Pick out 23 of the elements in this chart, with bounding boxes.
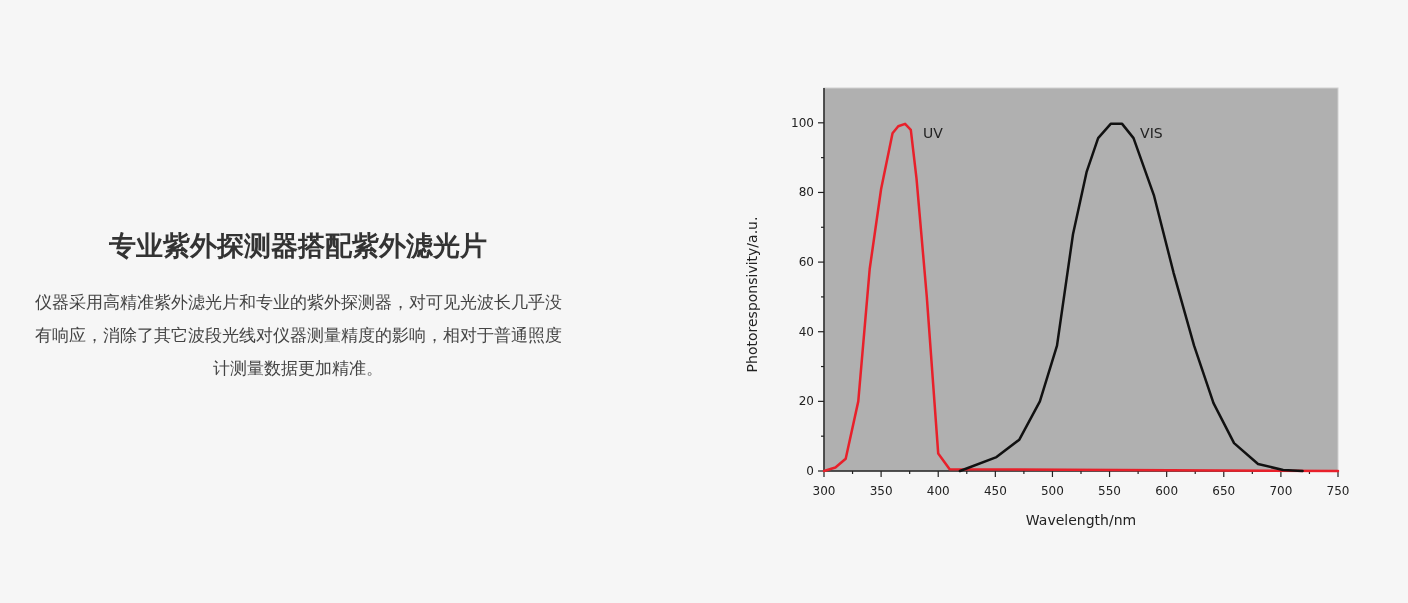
y-tick-label: 100: [791, 115, 814, 130]
x-axis-title: Wavelength/nm: [1025, 512, 1137, 528]
x-tick-label: 600: [1155, 484, 1179, 498]
x-tick-label: 700: [1269, 484, 1293, 498]
series-label: VIS: [1140, 124, 1163, 141]
x-tick-label: 450: [983, 484, 1007, 498]
x-tick-label: 750: [1326, 484, 1350, 498]
series-label: UV: [923, 124, 944, 141]
x-tick-label: 500: [1040, 484, 1064, 498]
x-tick-label: 650: [1212, 484, 1236, 498]
x-tick-label: 400: [926, 484, 950, 498]
line-series: [958, 122, 1304, 473]
x-tick-label: 300: [812, 484, 836, 498]
y-tick-label: 40: [798, 324, 814, 339]
y-tick-label: 80: [798, 185, 814, 200]
x-tick-label: 350: [869, 484, 893, 498]
y-tick-label: 20: [798, 394, 814, 409]
y-tick-label: 60: [798, 255, 814, 270]
x-tick-label: 550: [1098, 484, 1122, 498]
y-tick-label: 0: [806, 464, 814, 478]
text: 专业紫外探测器搭配紫外滤光片: [108, 229, 488, 263]
y-axis-title: Photoresponsivity/a.u.: [744, 216, 760, 373]
text: 仪器采用高精准紫外滤光片和专业的紫外探测器，对可见光波长几乎没有响应，消除了其它波段光线对仪器测量精度的影响，相对于普通照度计测量数据更加精准。: [33, 291, 563, 380]
